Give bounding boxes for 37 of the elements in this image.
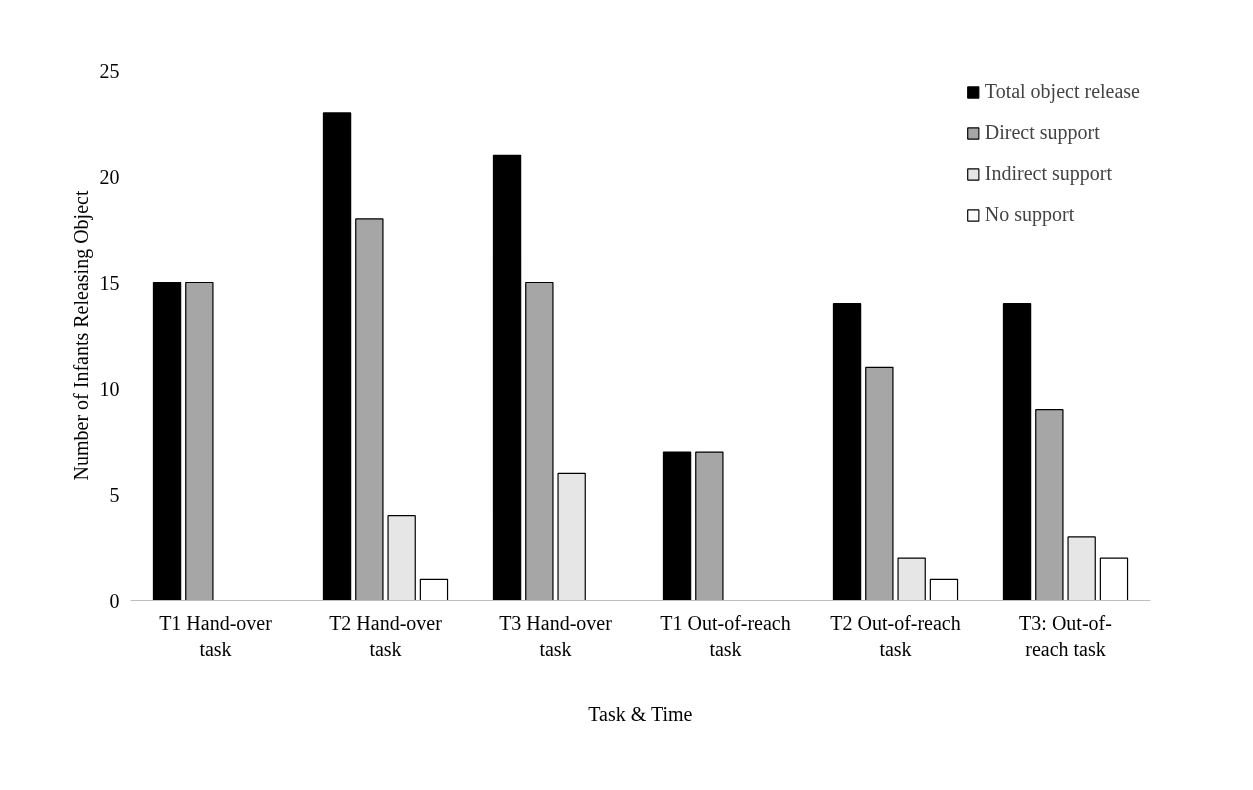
- bar: [929, 578, 959, 601]
- y-tick-label: 20: [99, 165, 120, 188]
- bar: [387, 515, 416, 601]
- bar: [557, 472, 586, 601]
- bar: [897, 557, 926, 601]
- legend-label: Direct support: [984, 121, 1100, 144]
- y-tick-label: 0: [109, 589, 120, 612]
- bar: [1002, 303, 1032, 601]
- x-axis-title: Task & Time: [588, 702, 693, 725]
- legend-label: Total object release: [984, 80, 1140, 103]
- bar: [865, 366, 894, 601]
- bar: [525, 281, 554, 601]
- bar: [1035, 409, 1064, 601]
- y-tick-label: 25: [99, 59, 120, 82]
- x-tick-label: T2 Out-of-reach task: [830, 611, 961, 660]
- x-tick-label: T2 Hand-over task: [329, 611, 443, 660]
- bar: [492, 154, 522, 601]
- y-tick-label: 5: [109, 483, 120, 506]
- legend-label: No support: [984, 203, 1075, 226]
- bar: [832, 303, 862, 601]
- bar: [152, 281, 182, 601]
- y-axis-title: Number of Infants Releasing Object: [69, 190, 93, 481]
- y-tick-label: 15: [99, 271, 120, 294]
- x-tick-label: T3: Out-of-reach task: [1019, 611, 1112, 660]
- x-tick-label: T1 Out-of-reach task: [660, 611, 791, 660]
- bar: [1099, 557, 1129, 601]
- bar: [185, 281, 214, 601]
- bar: [355, 218, 384, 601]
- bar: [419, 578, 449, 601]
- x-tick-label: T1 Hand-over task: [159, 611, 273, 660]
- bar: [662, 451, 692, 601]
- bar: [695, 451, 724, 601]
- bar: [1067, 536, 1096, 601]
- y-tick-label: 10: [99, 377, 120, 400]
- legend-label: Indirect support: [984, 162, 1112, 185]
- bar: [322, 112, 352, 601]
- x-tick-label: T3 Hand-over task: [499, 611, 613, 660]
